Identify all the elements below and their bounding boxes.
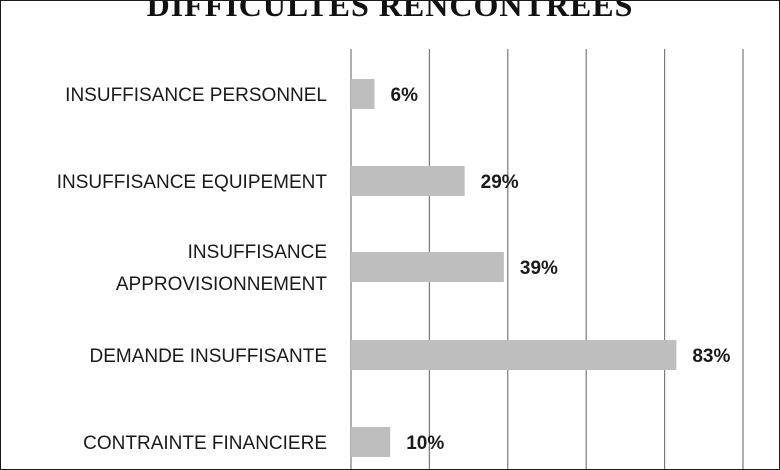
bar xyxy=(351,340,677,370)
bars xyxy=(351,79,677,457)
data-label: 39% xyxy=(520,258,558,279)
data-labels: 6% 29% 39% 83% 10% xyxy=(391,85,731,454)
bar xyxy=(351,166,465,196)
category-label: CONTRAINTE FINANCIERE xyxy=(83,433,327,454)
category-labels: INSUFFISANCE PERSONNEL INSUFFISANCE EQUIP… xyxy=(57,85,328,454)
chart-title: DIFFICULTÉS RENCONTRÉES xyxy=(146,0,634,23)
data-label: 29% xyxy=(481,172,519,193)
bar xyxy=(351,252,504,282)
data-label: 10% xyxy=(406,433,444,454)
data-label: 83% xyxy=(692,346,730,367)
category-label: INSUFFISANCE PERSONNEL xyxy=(65,85,327,106)
category-label: INSUFFISANCE EQUIPEMENT xyxy=(57,172,328,193)
bar xyxy=(351,79,375,109)
category-label: APPROVISIONNEMENT xyxy=(116,274,328,295)
data-label: 6% xyxy=(391,85,419,106)
category-label: INSUFFISANCE xyxy=(188,242,327,263)
bar xyxy=(351,427,391,457)
category-label: DEMANDE INSUFFISANTE xyxy=(89,346,327,367)
